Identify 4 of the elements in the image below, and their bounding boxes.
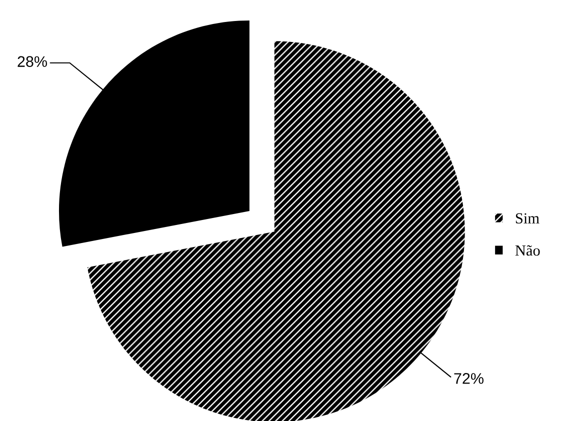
data-label: 72% <box>454 373 484 384</box>
data-label: 28% <box>18 56 47 67</box>
legend-label: Sim <box>516 213 540 224</box>
legend-label: Não <box>515 245 540 256</box>
